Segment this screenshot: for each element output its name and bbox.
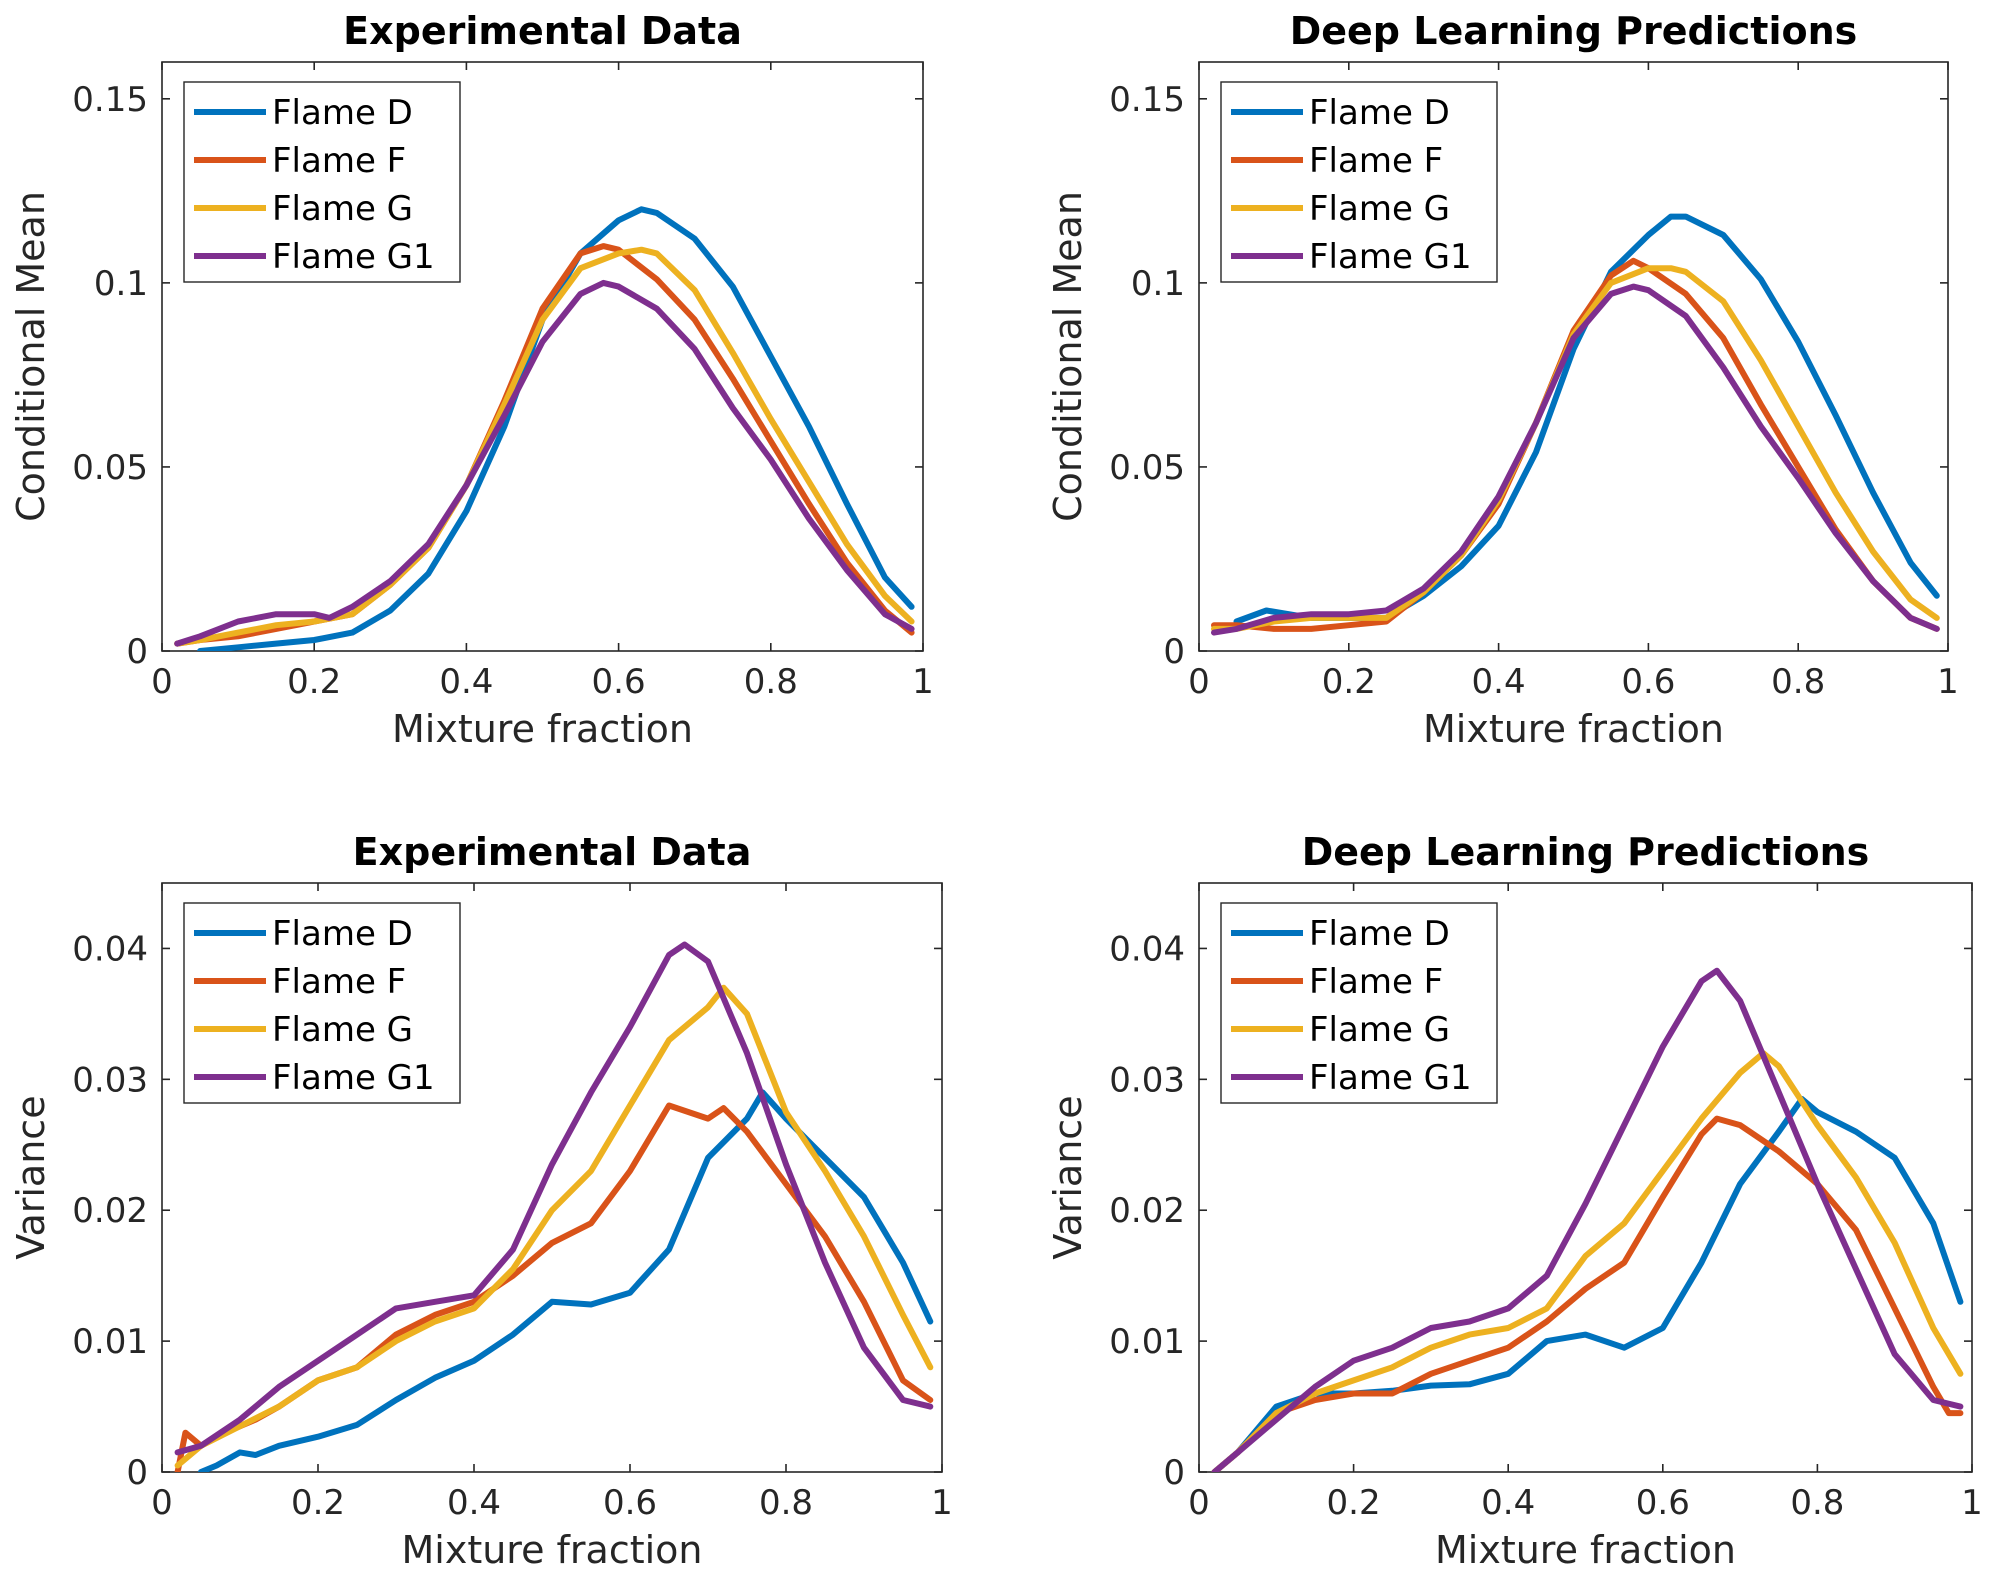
y-tick-label: 0.15 xyxy=(72,80,148,120)
legend-entry-label: Flame D xyxy=(272,93,413,133)
x-tick-label: 1 xyxy=(931,1483,953,1523)
y-tick-label: 0 xyxy=(126,1453,148,1493)
legend-entry-label: Flame F xyxy=(272,141,406,181)
x-tick-label: 1 xyxy=(912,662,934,702)
legend-entry-label: Flame G1 xyxy=(1309,237,1472,277)
y-tick-label: 0.01 xyxy=(1109,1322,1185,1362)
y-tick-label: 0 xyxy=(126,632,148,672)
x-tick-label: 0 xyxy=(151,1483,173,1523)
legend: Flame D Flame F Flame G Flame G1 xyxy=(183,81,461,283)
y-tick-label: 0.05 xyxy=(1109,448,1185,488)
chart-panel-4: Deep Learning Predictions 0 0.2 0.4 0.6 0.8 1 0… xyxy=(1046,830,1983,1572)
series-line-flame-g xyxy=(174,246,915,647)
x-axis-label: Mixture fraction xyxy=(392,707,693,751)
x-tick-label: 0.2 xyxy=(1327,1483,1381,1523)
x-tick-label: 0 xyxy=(1188,1483,1210,1523)
legend: Flame D Flame F Flame G Flame G1 xyxy=(1220,902,1498,1104)
legend-box xyxy=(1220,902,1498,1104)
x-tick-label: 0.4 xyxy=(447,1483,501,1523)
legend-entry-label: Flame G xyxy=(272,1010,413,1050)
legend-entry-label: Flame F xyxy=(1309,962,1443,1002)
legend: Flame D Flame F Flame G Flame G1 xyxy=(1220,81,1498,283)
chart-title: Experimental Data xyxy=(353,830,752,874)
series-line-flame-f xyxy=(1211,1115,1964,1472)
x-axis-label: Mixture fraction xyxy=(401,1528,702,1572)
y-axis-label: Variance xyxy=(9,1095,53,1259)
x-tick-label: 0.8 xyxy=(1771,662,1825,702)
y-tick-label: 0.04 xyxy=(72,929,148,969)
chart-panel-1: Experimental Data 0 0.2 0.4 0.6 0.8 1 0 0.05 0.1 0… xyxy=(9,9,934,751)
x-tick-label: 0.8 xyxy=(744,662,798,702)
legend-box xyxy=(1220,81,1498,283)
y-tick-label: 0.02 xyxy=(72,1191,148,1231)
legend-entry-label: Flame G1 xyxy=(272,1058,435,1098)
legend-box xyxy=(183,81,461,283)
y-tick-label: 0.02 xyxy=(1109,1191,1185,1231)
series-line-flame-d xyxy=(1211,1096,1964,1472)
y-axis-label: Conditional Mean xyxy=(9,191,53,522)
x-tick-label: 1 xyxy=(1937,662,1959,702)
y-axis-label: Variance xyxy=(1046,1095,1090,1259)
series-line-flame-g1 xyxy=(1211,967,1964,1472)
series-line-flame-g xyxy=(1211,1050,1964,1472)
legend-box xyxy=(183,902,461,1104)
x-tick-label: 0.6 xyxy=(603,1483,657,1523)
x-tick-label: 0.4 xyxy=(439,662,493,702)
chart-panel-3: Experimental Data 0 0.2 0.4 0.6 0.8 1 0 0.01 0.02… xyxy=(9,830,953,1572)
series-line-flame-g xyxy=(1211,265,1940,632)
y-axis-label: Conditional Mean xyxy=(1046,191,1090,522)
chart-title: Experimental Data xyxy=(343,9,742,53)
y-tick-label: 0 xyxy=(1163,1453,1185,1493)
x-tick-label: 0.2 xyxy=(287,662,341,702)
legend-entry-label: Flame F xyxy=(272,962,406,1002)
series-line-flame-g1 xyxy=(1211,283,1940,636)
y-tick-label: 0.03 xyxy=(72,1060,148,1100)
y-tick-label: 0.05 xyxy=(72,448,148,488)
x-tick-label: 0.6 xyxy=(1621,662,1675,702)
y-tick-label: 0.03 xyxy=(1109,1060,1185,1100)
y-tick-label: 0.1 xyxy=(94,264,148,304)
legend-entry-label: Flame G xyxy=(1309,1010,1450,1050)
series-line-flame-g1 xyxy=(174,941,934,1456)
y-tick-label: 0.04 xyxy=(1109,929,1185,969)
x-tick-label: 0.8 xyxy=(759,1483,813,1523)
x-tick-label: 0.6 xyxy=(592,662,646,702)
x-axis-label: Mixture fraction xyxy=(1435,1528,1736,1572)
x-tick-label: 0.4 xyxy=(1481,1483,1535,1523)
y-tick-label: 0.01 xyxy=(72,1322,148,1362)
legend-entry-label: Flame F xyxy=(1309,141,1443,181)
legend-entry-label: Flame G xyxy=(1309,189,1450,229)
series-line-flame-f xyxy=(1211,257,1940,632)
y-tick-label: 0 xyxy=(1163,632,1185,672)
x-tick-label: 0 xyxy=(1188,662,1210,702)
legend: Flame D Flame F Flame G Flame G1 xyxy=(183,902,461,1104)
legend-entry-label: Flame G1 xyxy=(1309,1058,1472,1098)
x-tick-label: 0.2 xyxy=(291,1483,345,1523)
legend-entry-label: Flame G xyxy=(272,189,413,229)
x-tick-label: 0.2 xyxy=(1322,662,1376,702)
x-tick-label: 1 xyxy=(1961,1483,1983,1523)
y-tick-label: 0.1 xyxy=(1131,264,1185,304)
x-axis-label: Mixture fraction xyxy=(1423,707,1724,751)
legend-entry-label: Flame D xyxy=(1309,93,1450,133)
legend-entry-label: Flame D xyxy=(272,914,413,954)
series-line-flame-g xyxy=(174,984,934,1469)
x-tick-label: 0.4 xyxy=(1472,662,1526,702)
chart-panel-2: Deep Learning Predictions 0 0.2 0.4 0.6 0.8 1 0… xyxy=(1046,9,1959,751)
chart-title: Deep Learning Predictions xyxy=(1302,830,1870,874)
x-tick-label: 0 xyxy=(151,662,173,702)
y-tick-label: 0.15 xyxy=(1109,80,1185,120)
x-tick-label: 0.6 xyxy=(1636,1483,1690,1523)
x-tick-label: 0.8 xyxy=(1790,1483,1844,1523)
chart-title: Deep Learning Predictions xyxy=(1290,9,1858,53)
legend-entry-label: Flame G1 xyxy=(272,237,435,277)
legend-entry-label: Flame D xyxy=(1309,914,1450,954)
series-line-flame-g1 xyxy=(174,279,915,647)
